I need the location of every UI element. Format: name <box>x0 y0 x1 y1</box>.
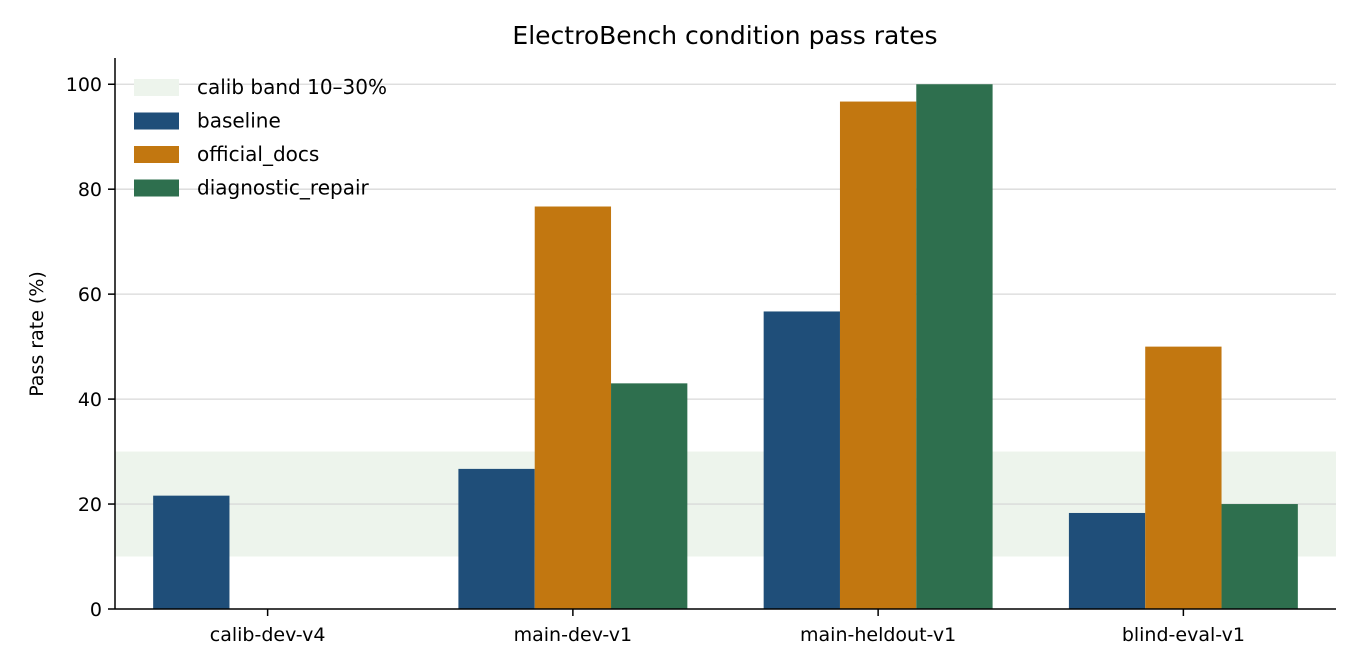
tick-labels: 0 20 40 60 80 100 calib-dev-v4 main-dev-v1 main-… <box>66 74 1245 646</box>
legend-label-diagnostic-repair: diagnostic_repair <box>197 176 370 200</box>
legend-swatch-baseline <box>134 112 179 130</box>
y-tick-label: 40 <box>78 389 102 411</box>
y-tick-label: 60 <box>78 284 102 306</box>
bar-baseline-blind-eval-v1 <box>1068 512 1146 609</box>
bar-diagnostic-repair-blind-eval-v1 <box>1221 504 1298 609</box>
bar-official-docs-main-dev-v1 <box>534 206 612 609</box>
x-tick-label: main-dev-v1 <box>514 624 633 646</box>
bars <box>153 84 1298 609</box>
x-tick-label: main-heldout-v1 <box>800 624 956 646</box>
y-axis-label: Pass rate (%) <box>26 271 48 397</box>
chart-title: ElectroBench condition pass rates <box>512 21 937 50</box>
bar-official-docs-blind-eval-v1 <box>1145 346 1222 609</box>
y-tick-label: 20 <box>78 494 102 516</box>
bar-baseline-calib-dev-v4 <box>153 495 230 609</box>
legend-swatch-diagnostic-repair <box>134 179 179 197</box>
bar-baseline-main-dev-v1 <box>458 468 535 609</box>
gridlines <box>115 83 1336 505</box>
legend-swatch-calib-band <box>134 79 179 96</box>
bar-baseline-main-heldout-v1 <box>763 311 840 609</box>
legend-swatch-official-docs <box>134 146 179 163</box>
y-tick-label: 80 <box>78 179 102 201</box>
legend-label-baseline: baseline <box>197 109 281 133</box>
y-tick-label: 100 <box>66 74 102 96</box>
bar-official-docs-main-heldout-v1 <box>839 101 917 609</box>
legend-label-official-docs: official_docs <box>197 142 319 166</box>
x-tick-label: blind-eval-v1 <box>1122 624 1245 646</box>
y-tick-label: 0 <box>90 599 102 621</box>
x-tick-label: calib-dev-v4 <box>210 624 326 646</box>
axes <box>108 58 1336 616</box>
legend-label-calib-band: calib band 10–30% <box>197 75 387 99</box>
legend: calib band 10–30% baseline official_docsdi… <box>134 75 387 200</box>
bar-diagnostic-repair-main-heldout-v1 <box>916 84 993 609</box>
bar-diagnostic-repair-main-dev-v1 <box>611 383 688 609</box>
